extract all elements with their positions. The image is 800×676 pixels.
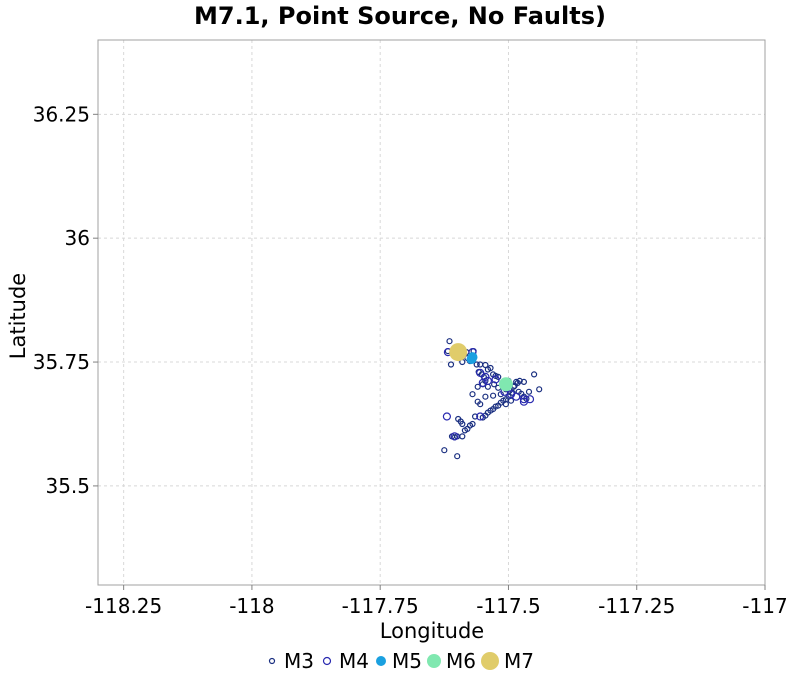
data-point-m3 (520, 378, 528, 385)
data-point-m3 (446, 338, 453, 345)
x-tick-label: -118.25 (85, 594, 162, 618)
data-point-m3 (482, 393, 489, 400)
data-point-m3 (461, 427, 468, 434)
data-point-m4 (506, 390, 516, 399)
legend-marker (427, 654, 441, 668)
legend-item-m6: M6 (427, 649, 476, 673)
legend-item-m5: M5 (376, 649, 422, 673)
data-point-m3 (455, 415, 462, 423)
legend-marker (322, 656, 332, 666)
x-tick-label: -117.5 (476, 594, 540, 618)
data-point-m4 (483, 376, 492, 385)
x-axis-label: Longitude (380, 619, 484, 643)
legend-label: M6 (446, 649, 476, 673)
data-point-m4 (476, 368, 485, 377)
data-point-m3 (502, 401, 509, 408)
data-point-m3 (454, 453, 461, 460)
data-point-m3 (530, 371, 538, 378)
data-point-m5 (466, 354, 477, 365)
x-tick-label: -118 (229, 594, 274, 618)
data-point-m3 (477, 361, 484, 368)
data-point-m7 (449, 343, 468, 362)
data-point-m3 (447, 361, 455, 368)
series-m7 (449, 343, 468, 362)
data-point-m3 (473, 361, 480, 368)
y-tick-label: 36.25 (33, 102, 90, 126)
data-point-m4 (478, 378, 487, 387)
legend-label: M5 (392, 649, 422, 673)
series-m6 (498, 377, 513, 392)
data-point-m4 (512, 392, 521, 401)
legend-item-m3: M3 (268, 649, 314, 673)
x-axis-ticks: -118.25 -118 -117.75 -117.5 -117.25 -117 (85, 585, 788, 618)
data-point-m4 (519, 395, 529, 404)
y-axis-label: Latitude (6, 273, 30, 359)
data-points (441, 338, 543, 460)
data-point-m4 (476, 412, 485, 421)
data-point-m3 (441, 447, 448, 454)
data-point-m3 (472, 413, 479, 420)
legend-marker (376, 656, 386, 666)
legend-label: M4 (339, 649, 369, 673)
data-point-m3 (479, 414, 486, 421)
data-point-m6 (498, 377, 513, 392)
y-tick-label: 35.75 (33, 350, 90, 374)
series-m5 (466, 352, 478, 365)
plot-area (97, 39, 766, 586)
data-point-m3 (474, 383, 481, 390)
data-point-m3 (536, 386, 543, 393)
legend-label: M3 (284, 649, 314, 673)
data-point-m3 (513, 378, 520, 385)
y-tick-label: 35.5 (45, 474, 90, 498)
data-point-m3 (474, 398, 481, 405)
data-point-m4 (442, 412, 451, 421)
legend-label: M7 (504, 649, 534, 673)
y-tick-label: 36 (65, 226, 90, 250)
legend-item-m7: M7 (481, 649, 534, 673)
grid-lines (98, 40, 766, 585)
data-point-m3 (484, 366, 491, 373)
data-point-m3 (491, 381, 498, 388)
x-tick-label: -117.25 (598, 594, 675, 618)
data-point-m3 (469, 391, 476, 398)
data-point-m3 (495, 373, 502, 380)
data-point-m4 (519, 397, 529, 406)
data-point-m3 (516, 377, 523, 384)
data-point-m3 (525, 388, 533, 395)
data-point-m3 (482, 361, 489, 369)
data-point-m4 (450, 432, 459, 441)
chart-title: M7.1, Point Source, No Faults) (194, 2, 606, 30)
legend-marker (481, 652, 499, 670)
data-point-m3 (507, 397, 515, 404)
data-point-m3 (490, 392, 497, 399)
x-tick-label: -117.75 (342, 594, 419, 618)
y-axis-ticks: 35.5 35.75 36 36.25 (33, 102, 98, 498)
legend: M3 M4 M5 M6 M7 (268, 649, 534, 673)
data-point-m4 (491, 375, 500, 384)
data-point-m3 (459, 433, 466, 440)
x-tick-label: -117 (742, 594, 787, 618)
legend-item-m4: M4 (322, 649, 369, 673)
legend-marker (268, 657, 276, 665)
